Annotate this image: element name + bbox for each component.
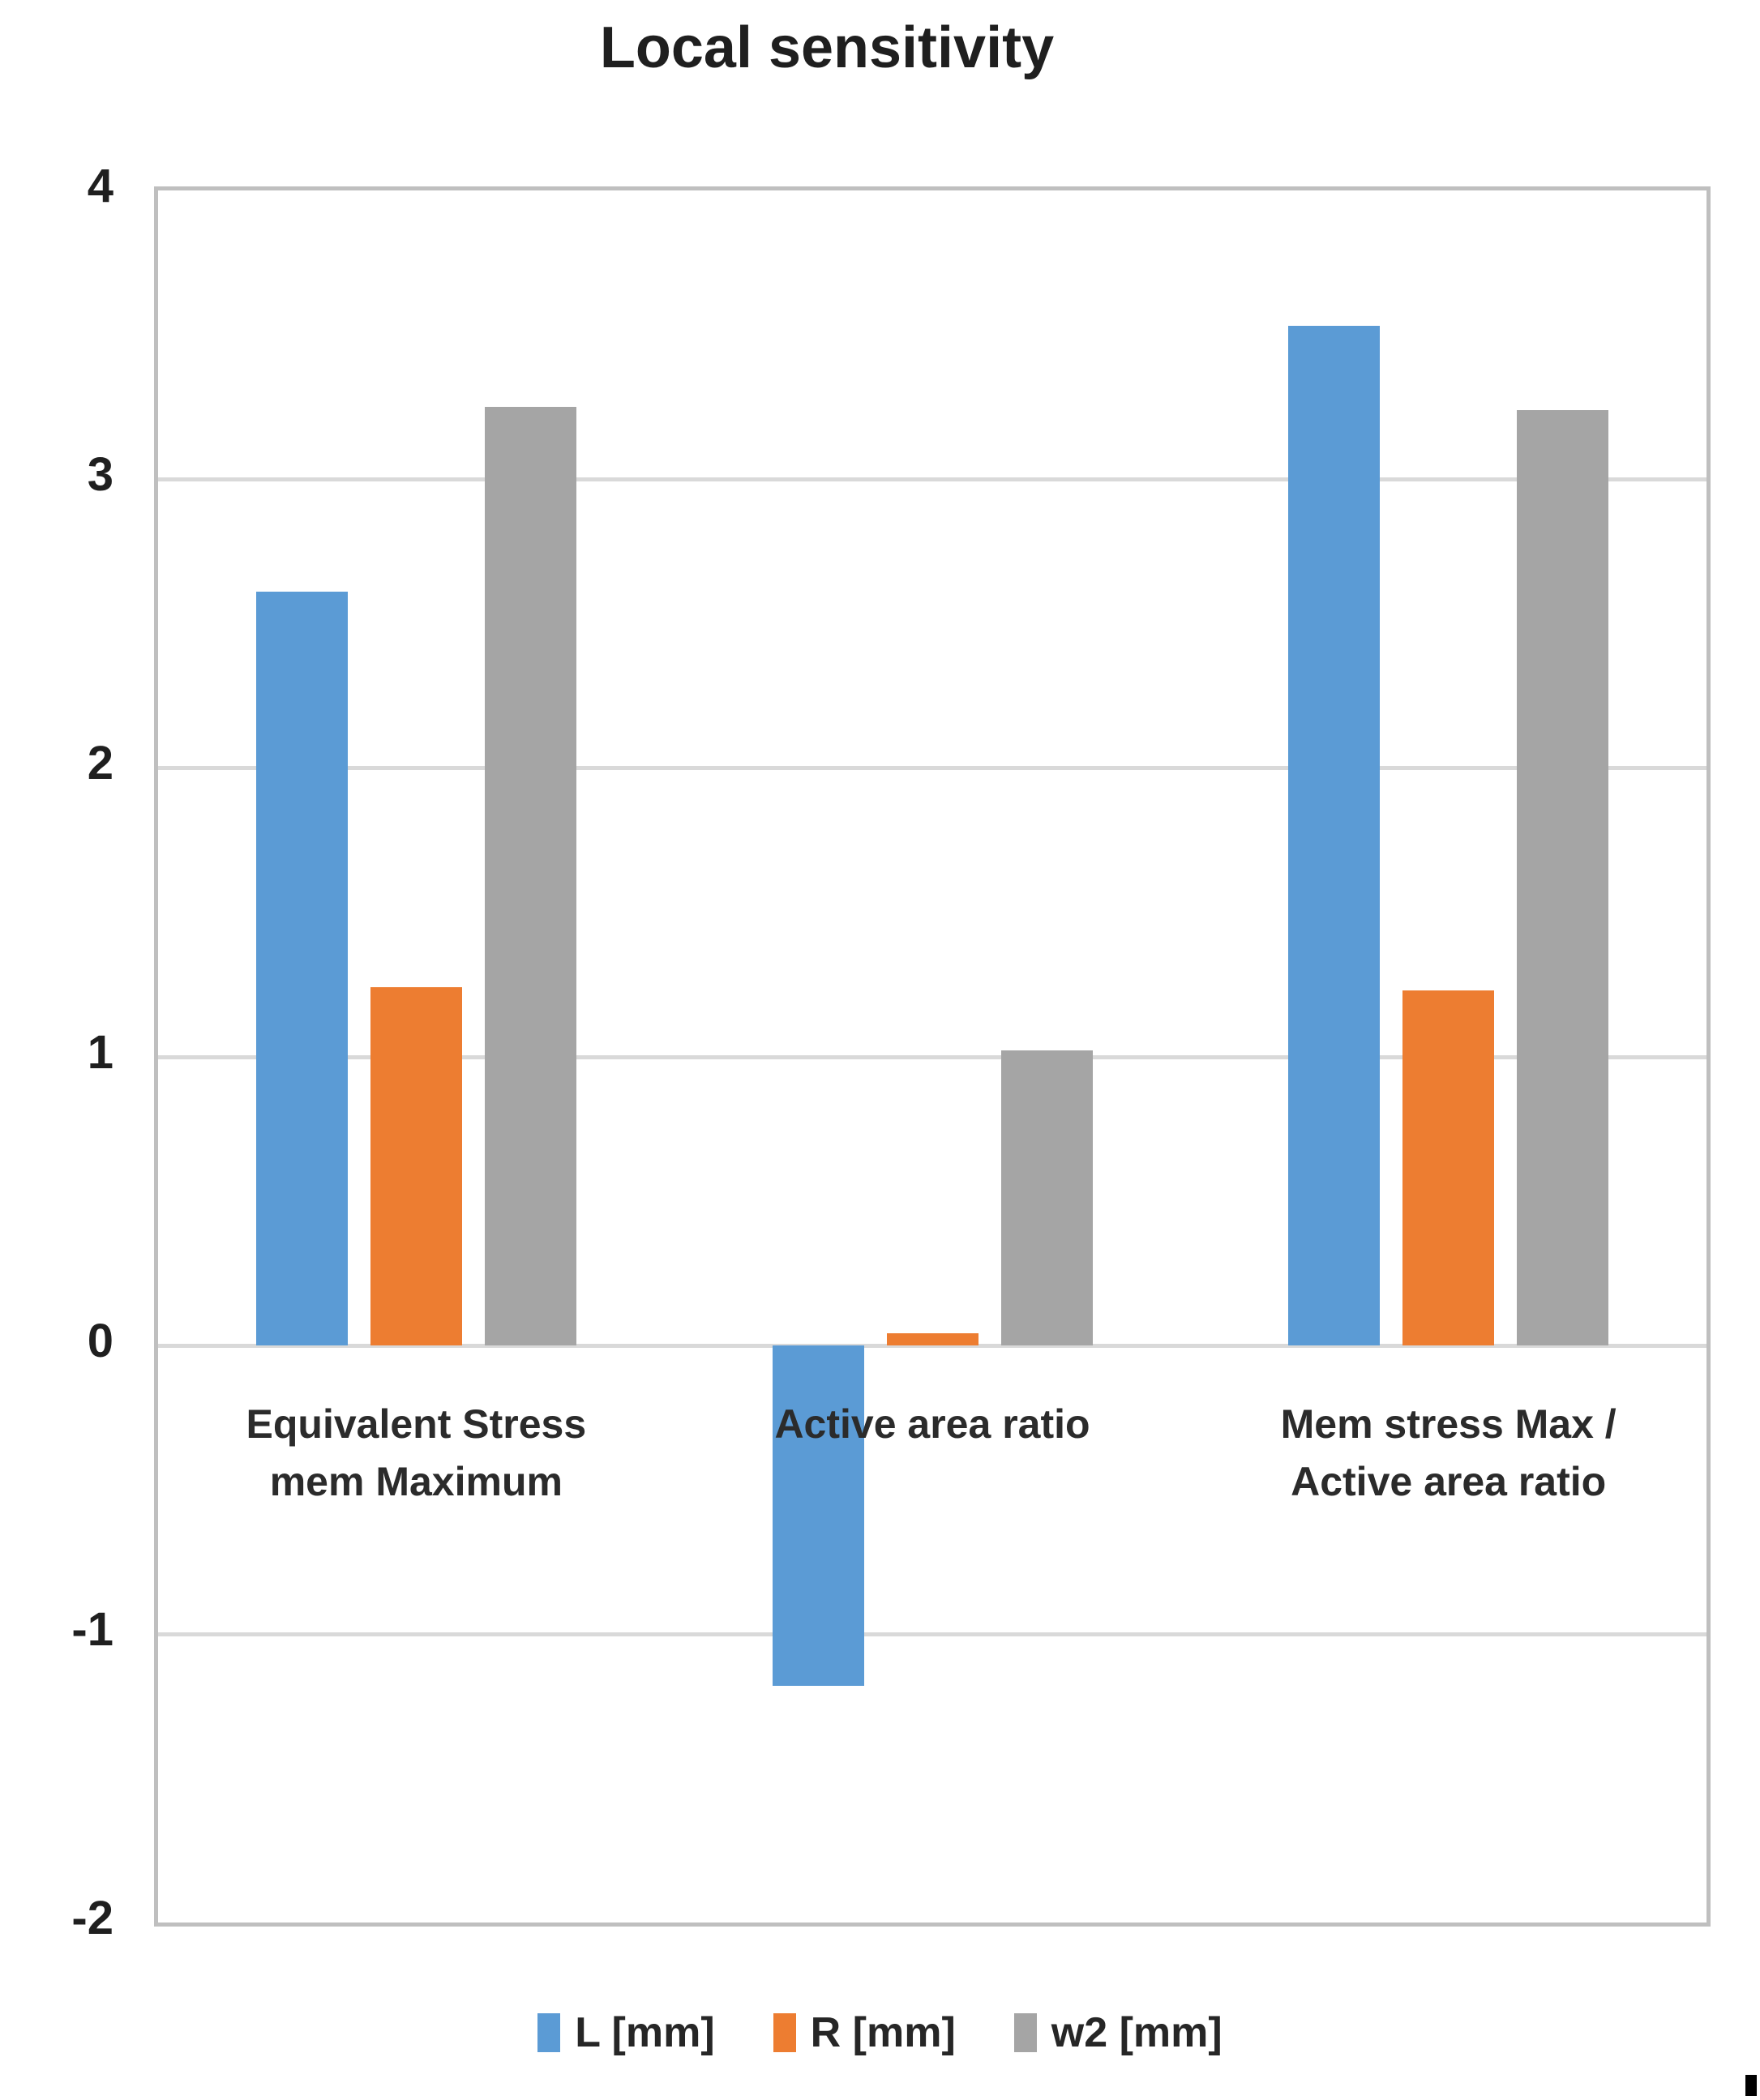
chart-title: Local sensitivity: [599, 15, 1055, 80]
category-label-2: Active area ratio: [774, 1401, 1090, 1447]
zero-gridline: [158, 1343, 1706, 1348]
plot-area: Equivalent Stress mem Maximum Active area …: [154, 186, 1711, 1927]
legend-item-r-mm: R [mm]: [773, 2008, 956, 2057]
category-label-1: Equivalent Stress mem Maximum: [246, 1401, 587, 1504]
legend-swatch: [773, 2013, 796, 2052]
bar-r-mm-cat2: [886, 1333, 978, 1345]
legend-label: w2 [mm]: [1051, 2009, 1223, 2056]
bar-w2-mm-cat1: [484, 407, 576, 1345]
bar-r-mm-cat1: [370, 987, 462, 1345]
y-tick-label--1: -1: [71, 1602, 113, 1656]
legend-label: L [mm]: [575, 2009, 715, 2056]
bar-w2-mm-cat2: [1000, 1050, 1093, 1345]
y-gridline: [158, 1054, 1706, 1059]
y-tick-label-0: 0: [87, 1314, 113, 1367]
y-gridline: [158, 477, 1706, 482]
bar-w2-mm-cat3: [1517, 409, 1609, 1345]
legend: L [mm] R [mm] w2 [mm]: [0, 1992, 1760, 2073]
y-tick-label-2: 2: [87, 737, 113, 790]
bar-l-mm-cat1: [255, 592, 348, 1345]
y-tick-label-1: 1: [87, 1025, 113, 1079]
legend-swatch: [1013, 2013, 1037, 2052]
bar-l-mm-cat2: [772, 1345, 864, 1686]
y-tick-label-4: 4: [87, 160, 113, 212]
y-tick-label--2: -2: [71, 1892, 113, 1944]
bar-l-mm-cat3: [1288, 326, 1381, 1345]
category-label-3: Mem stress Max / Active area ratio: [1280, 1401, 1617, 1504]
legend-item-w2-mm: w2 [mm]: [1013, 2008, 1223, 2057]
y-gridline: [158, 1632, 1706, 1636]
legend-swatch: [537, 2013, 561, 2052]
clipped-text-artifact: [1745, 2075, 1757, 2096]
y-tick-label-3: 3: [87, 448, 113, 502]
y-gridline: [158, 766, 1706, 771]
bar-r-mm-cat3: [1402, 990, 1495, 1345]
legend-label: R [mm]: [810, 2009, 956, 2056]
legend-item-l-mm: L [mm]: [537, 2008, 715, 2057]
